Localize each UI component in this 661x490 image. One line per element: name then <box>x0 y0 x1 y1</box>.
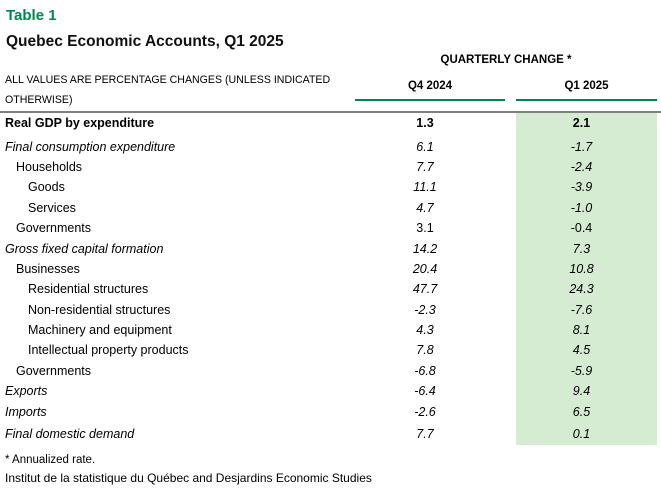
table-number-label: Table 1 <box>6 7 57 24</box>
table-row: Non-residential structures -2.3 -7.6 <box>0 300 661 320</box>
q1-2025-value: 0.1 <box>572 427 591 442</box>
q4-2024-value: 14.2 <box>412 241 438 256</box>
q1-2025-value: 10.8 <box>569 261 594 276</box>
q1-2025-highlight-column <box>516 113 657 445</box>
header-divider-line <box>0 111 661 113</box>
footnote-source: Institut de la statistique du Québec and… <box>5 471 372 485</box>
table-row: Residential structures 47.7 24.3 <box>0 279 661 299</box>
q1-2025-value: 8.1 <box>572 323 591 338</box>
row-label: Goods <box>28 180 65 195</box>
table-row: Businesses 20.4 10.8 <box>0 259 661 279</box>
q1-2025-value: 4.5 <box>572 343 591 358</box>
q4-2024-value: 3.1 <box>416 221 434 236</box>
row-label: Non-residential structures <box>28 302 171 317</box>
row-label: Real GDP by expenditure <box>5 116 155 131</box>
row-label: Exports <box>5 384 48 399</box>
q1-2025-value: -2.4 <box>570 159 593 174</box>
row-label: Gross fixed capital formation <box>5 241 164 256</box>
table-row: Exports -6.4 9.4 <box>0 381 661 401</box>
table-row: Final consumption expenditure 6.1 -1.7 <box>0 136 661 156</box>
q1-2025-value: -3.9 <box>570 180 593 195</box>
page-title: Quebec Economic Accounts, Q1 2025 <box>6 33 284 50</box>
q4-2024-value: 7.8 <box>416 343 434 358</box>
row-label: Intellectual property products <box>28 343 189 358</box>
q4-2024-value: 4.7 <box>416 200 434 215</box>
table-row: Governments 3.1 -0.4 <box>0 218 661 238</box>
q4-2024-value: 1.3 <box>416 116 434 131</box>
q4-2024-value: -6.4 <box>414 384 436 399</box>
row-label: Imports <box>5 404 47 419</box>
column-group-header: QUARTERLY CHANGE * <box>440 54 572 66</box>
units-note: ALL VALUES ARE PERCENTAGE CHANGES (UNLES… <box>5 74 331 106</box>
q4-2024-value: 20.4 <box>412 261 438 276</box>
table-row: Goods 11.1 -3.9 <box>0 177 661 197</box>
row-label: Final consumption expenditure <box>5 139 176 154</box>
row-label: Residential structures <box>28 282 149 297</box>
row-label: Businesses <box>16 261 80 276</box>
table-row: Real GDP by expenditure 1.3 2.1 <box>0 113 661 133</box>
q4-2024-value: 7.7 <box>416 159 434 174</box>
q1-2025-value: 7.3 <box>572 241 591 256</box>
row-label: Governments <box>16 221 92 236</box>
q4-2024-value: 47.7 <box>412 282 438 297</box>
table-row: Gross fixed capital formation 14.2 7.3 <box>0 238 661 258</box>
table-row: Services 4.7 -1.0 <box>0 198 661 218</box>
q1-2025-value: -7.6 <box>570 302 593 317</box>
q1-2025-value: -1.7 <box>570 139 593 154</box>
row-label: Final domestic demand <box>5 427 135 442</box>
row-label: Governments <box>16 363 92 378</box>
q4-2024-value: -2.6 <box>414 404 436 419</box>
table-row: Imports -2.6 6.5 <box>0 401 661 421</box>
table-row: Intellectual property products 7.8 4.5 <box>0 340 661 360</box>
q4-2024-value: 6.1 <box>416 139 434 154</box>
q4-2024-value: 11.1 <box>413 180 437 195</box>
q4-2024-value: -6.8 <box>414 363 436 378</box>
row-label: Machinery and equipment <box>28 323 172 338</box>
q4-2024-value: 4.3 <box>416 323 434 338</box>
footnote-annualized: * Annualized rate. <box>5 454 96 466</box>
table-row: Final domestic demand 7.7 0.1 <box>0 424 661 444</box>
q1-2025-value: -5.9 <box>570 363 593 378</box>
table-row: Machinery and equipment 4.3 8.1 <box>0 320 661 340</box>
table-row: Households 7.7 -2.4 <box>0 157 661 177</box>
q4-2024-value: 7.7 <box>416 427 434 442</box>
column-header-q4-2024: Q4 2024 <box>355 76 505 101</box>
table-row: Governments -6.8 -5.9 <box>0 361 661 381</box>
q1-2025-value: -0.4 <box>570 221 593 236</box>
q1-2025-value: 6.5 <box>572 404 591 419</box>
column-header-q1-2025: Q1 2025 <box>516 76 657 101</box>
q1-2025-value: 9.4 <box>572 384 591 399</box>
q1-2025-value: 2.1 <box>572 116 591 131</box>
row-label: Households <box>16 159 83 174</box>
q4-2024-value: -2.3 <box>414 302 436 317</box>
q1-2025-value: 24.3 <box>569 282 594 297</box>
row-label: Services <box>28 200 76 215</box>
q1-2025-value: -1.0 <box>570 200 593 215</box>
table-body: Real GDP by expenditure 1.3 2.1 Final consu… <box>0 113 661 444</box>
